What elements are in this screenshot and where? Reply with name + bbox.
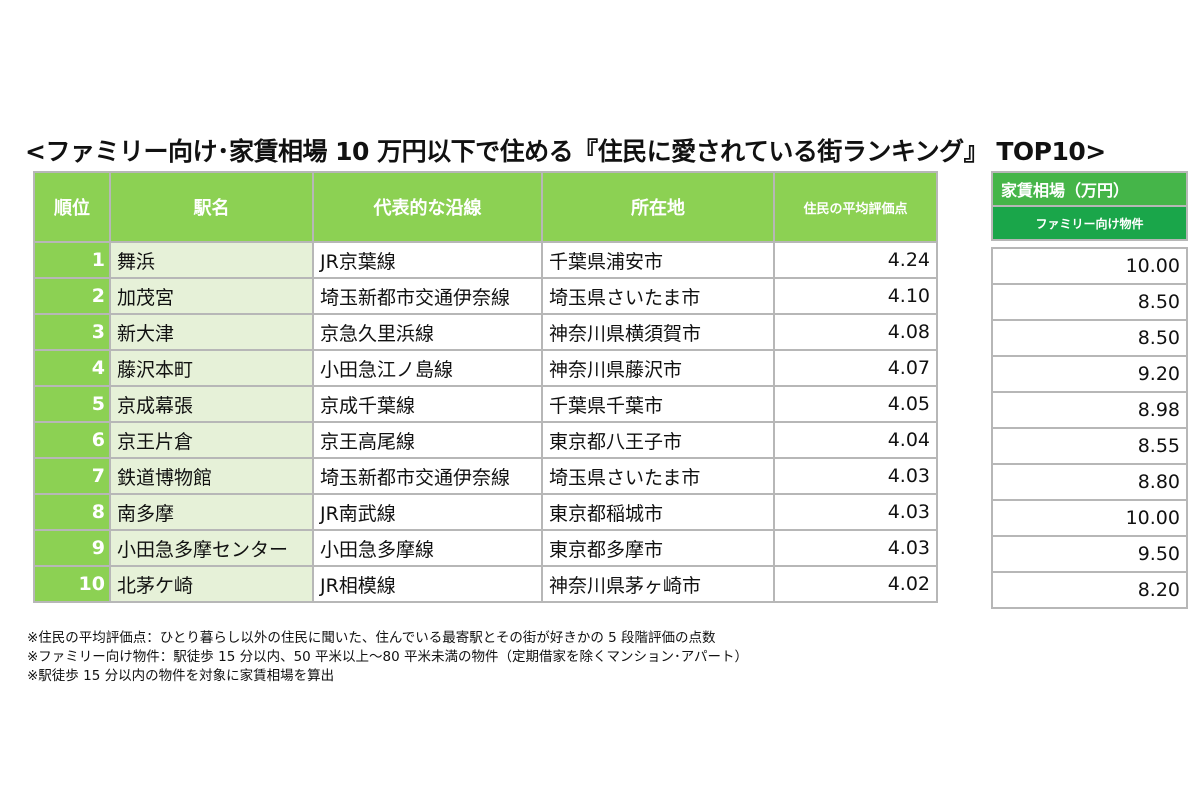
header-station: 駅名	[109, 171, 314, 243]
rent-table: 家賃相場（万円） ファミリー向け物件 10.00 8.50 8.50 9.20 8.98…	[991, 171, 1188, 609]
station-cell: 京成幕張	[109, 385, 314, 423]
line-cell: JR相模線	[312, 565, 543, 603]
station-cell: 藤沢本町	[109, 349, 314, 387]
header-score: 住民の平均評価点	[773, 171, 938, 243]
location-cell: 東京都多摩市	[541, 529, 775, 567]
location-cell: 神奈川県茅ヶ崎市	[541, 565, 775, 603]
footnotes: ※住民の平均評価点：ひとり暮らし以外の住民に聞いた、住んでいる最寄駅とその街が好…	[27, 629, 748, 686]
footnote: ※駅徒歩 15 分以内の物件を対象に家賃相場を算出	[27, 668, 335, 684]
rent-row: 8.55	[991, 427, 1188, 465]
rank-cell: 6	[33, 421, 111, 459]
line-cell: 埼玉新都市交通伊奈線	[312, 277, 543, 315]
rent-cell: 8.20	[991, 571, 1188, 609]
table-row: 1 舞浜 JR京葉線 千葉県浦安市 4.24	[33, 241, 938, 279]
rank-cell: 5	[33, 385, 111, 423]
location-cell: 千葉県浦安市	[541, 241, 775, 279]
footnote: ※住民の平均評価点：ひとり暮らし以外の住民に聞いた、住んでいる最寄駅とその街が好…	[27, 630, 716, 646]
location-cell: 東京都稲城市	[541, 493, 775, 531]
location-cell: 神奈川県横須賀市	[541, 313, 775, 351]
station-cell: 舞浜	[109, 241, 314, 279]
rent-cell: 10.00	[991, 247, 1188, 285]
rent-row: 10.00	[991, 499, 1188, 537]
rent-cell: 9.50	[991, 535, 1188, 573]
location-cell: 千葉県千葉市	[541, 385, 775, 423]
footnote: ※ファミリー向け物件：駅徒歩 15 分以内、50 平米以上～80 平米未満の物件…	[27, 649, 748, 665]
table-row: 6 京王片倉 京王高尾線 東京都八王子市 4.04	[33, 421, 938, 459]
table-row: 10 北茅ケ崎 JR相模線 神奈川県茅ヶ崎市 4.02	[33, 565, 938, 603]
station-cell: 小田急多摩センター	[109, 529, 314, 567]
table-header-row: 順位 駅名 代表的な沿線 所在地 住民の平均評価点	[33, 171, 938, 243]
table-row: 2 加茂宮 埼玉新都市交通伊奈線 埼玉県さいたま市 4.10	[33, 277, 938, 315]
line-cell: 京王高尾線	[312, 421, 543, 459]
rent-header: 家賃相場（万円）	[991, 171, 1188, 207]
score-cell: 4.08	[773, 313, 938, 351]
score-cell: 4.24	[773, 241, 938, 279]
rent-row: 9.20	[991, 355, 1188, 393]
station-cell: 南多摩	[109, 493, 314, 531]
rent-cell: 8.98	[991, 391, 1188, 429]
line-cell: 小田急江ノ島線	[312, 349, 543, 387]
line-cell: 埼玉新都市交通伊奈線	[312, 457, 543, 495]
rank-cell: 9	[33, 529, 111, 567]
station-cell: 新大津	[109, 313, 314, 351]
rent-cell: 8.55	[991, 427, 1188, 465]
location-cell: 埼玉県さいたま市	[541, 457, 775, 495]
rent-row: 8.50	[991, 283, 1188, 321]
header-location: 所在地	[541, 171, 775, 243]
table-row: 9 小田急多摩センター 小田急多摩線 東京都多摩市 4.03	[33, 529, 938, 567]
rank-cell: 2	[33, 277, 111, 315]
header-rank: 順位	[33, 171, 111, 243]
rank-cell: 3	[33, 313, 111, 351]
score-cell: 4.07	[773, 349, 938, 387]
rent-cell: 10.00	[991, 499, 1188, 537]
rent-cell: 8.80	[991, 463, 1188, 501]
page-title: <ファミリー向け･家賃相場 10 万円以下で住める『住民に愛されている街ランキン…	[25, 137, 1106, 166]
score-cell: 4.05	[773, 385, 938, 423]
ranking-table: 順位 駅名 代表的な沿線 所在地 住民の平均評価点 1 舞浜 JR京葉線 千葉県浦安市…	[33, 171, 938, 603]
score-cell: 4.03	[773, 493, 938, 531]
station-cell: 京王片倉	[109, 421, 314, 459]
rank-cell: 10	[33, 565, 111, 603]
score-cell: 4.10	[773, 277, 938, 315]
rank-cell: 4	[33, 349, 111, 387]
location-cell: 神奈川県藤沢市	[541, 349, 775, 387]
line-cell: 京成千葉線	[312, 385, 543, 423]
rent-subheader: ファミリー向け物件	[991, 205, 1188, 241]
rent-row: 8.80	[991, 463, 1188, 501]
score-cell: 4.03	[773, 457, 938, 495]
location-cell: 東京都八王子市	[541, 421, 775, 459]
rent-cell: 8.50	[991, 319, 1188, 357]
rent-row: 9.50	[991, 535, 1188, 573]
rent-cell: 9.20	[991, 355, 1188, 393]
rent-row: 8.98	[991, 391, 1188, 429]
line-cell: 小田急多摩線	[312, 529, 543, 567]
table-row: 4 藤沢本町 小田急江ノ島線 神奈川県藤沢市 4.07	[33, 349, 938, 387]
rent-cell: 8.50	[991, 283, 1188, 321]
table-row: 3 新大津 京急久里浜線 神奈川県横須賀市 4.08	[33, 313, 938, 351]
score-cell: 4.04	[773, 421, 938, 459]
rent-header-gap	[992, 239, 1187, 249]
rent-row: 10.00	[991, 247, 1188, 285]
rent-row: 8.20	[991, 571, 1188, 609]
line-cell: JR南武線	[312, 493, 543, 531]
rent-row: 8.50	[991, 319, 1188, 357]
table-row: 5 京成幕張 京成千葉線 千葉県千葉市 4.05	[33, 385, 938, 423]
station-cell: 加茂宮	[109, 277, 314, 315]
line-cell: JR京葉線	[312, 241, 543, 279]
station-cell: 鉄道博物館	[109, 457, 314, 495]
rank-cell: 8	[33, 493, 111, 531]
rank-cell: 7	[33, 457, 111, 495]
location-cell: 埼玉県さいたま市	[541, 277, 775, 315]
header-line: 代表的な沿線	[312, 171, 543, 243]
rank-cell: 1	[33, 241, 111, 279]
score-cell: 4.02	[773, 565, 938, 603]
score-cell: 4.03	[773, 529, 938, 567]
table-row: 8 南多摩 JR南武線 東京都稲城市 4.03	[33, 493, 938, 531]
line-cell: 京急久里浜線	[312, 313, 543, 351]
station-cell: 北茅ケ崎	[109, 565, 314, 603]
table-row: 7 鉄道博物館 埼玉新都市交通伊奈線 埼玉県さいたま市 4.03	[33, 457, 938, 495]
